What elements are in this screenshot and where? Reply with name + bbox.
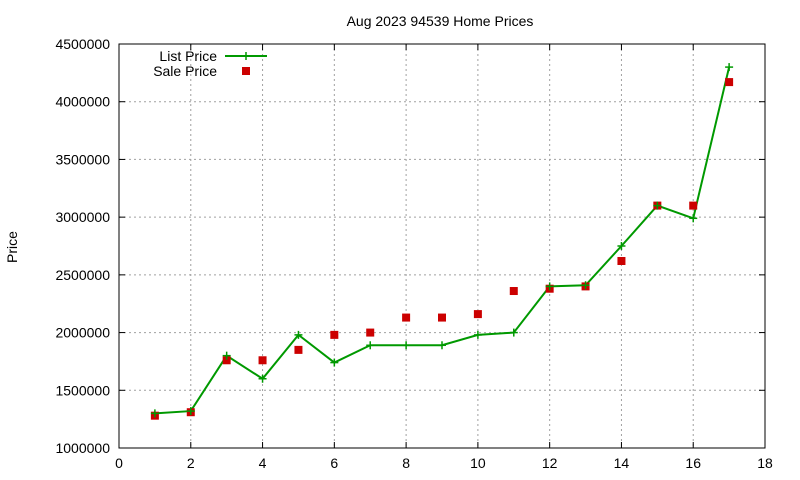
data-series <box>150 63 734 420</box>
sale-price-point <box>258 356 267 365</box>
legend-label-list-price: List Price <box>159 48 217 64</box>
list-price-point <box>330 358 339 367</box>
sale-price-point <box>473 310 482 319</box>
plot-frame <box>118 43 766 449</box>
y-axis-label: Price <box>4 231 20 263</box>
list-price-point <box>222 351 231 360</box>
y-tick-label: 4000000 <box>55 94 110 110</box>
list-price-point <box>402 341 411 350</box>
grid <box>119 44 765 448</box>
sale-price-point <box>294 345 303 354</box>
list-price-point <box>725 63 734 72</box>
x-tick-label: 2 <box>187 455 195 471</box>
y-tick-label: 2000000 <box>55 325 110 341</box>
y-tick-label: 4500000 <box>55 36 110 52</box>
x-tick-label: 8 <box>402 455 410 471</box>
list-price-point <box>653 201 662 210</box>
x-tick-label: 4 <box>259 455 267 471</box>
x-tick-label: 14 <box>614 455 630 471</box>
list-price-point <box>294 330 303 339</box>
list-price-point <box>473 330 482 339</box>
y-tick-label: 3000000 <box>55 209 110 225</box>
list-price-point <box>150 409 159 418</box>
list-price-point <box>258 374 267 383</box>
list-price-point <box>689 214 698 223</box>
sale-price-point <box>402 313 411 322</box>
chart-title: Aug 2023 94539 Home Prices <box>347 13 534 29</box>
legend-marker-list-price <box>242 52 250 60</box>
list-price-point <box>438 341 446 350</box>
sale-price-point <box>725 78 734 87</box>
sale-price-point <box>330 330 339 339</box>
sale-price-point <box>222 356 231 365</box>
x-tick-label: 18 <box>757 455 773 471</box>
legend: List Price Sale Price <box>153 48 267 79</box>
legend-label-sale-price: Sale Price <box>153 63 217 79</box>
sale-price-point <box>366 328 375 337</box>
x-tick-label: 16 <box>685 455 701 471</box>
list-price-point <box>366 341 375 350</box>
list-price-point <box>186 407 195 416</box>
list-price-point <box>545 282 554 291</box>
list-price-point <box>509 328 518 337</box>
y-tick-label: 2500000 <box>55 267 110 283</box>
sale-price-point <box>617 257 626 266</box>
sale-price-point <box>689 201 698 210</box>
y-axis-ticks: 1000000 1500000 2000000 2500000 3000000 35000… <box>55 36 765 456</box>
x-tick-label: 10 <box>470 455 486 471</box>
x-tick-label: 12 <box>542 455 558 471</box>
y-tick-label: 1000000 <box>55 440 110 456</box>
x-tick-label: 6 <box>330 455 338 471</box>
y-tick-label: 3500000 <box>55 151 110 167</box>
legend-marker-sale-price <box>242 67 250 75</box>
list-price-point <box>617 242 626 250</box>
x-tick-label: 0 <box>115 455 123 471</box>
list-price-point <box>581 281 590 290</box>
y-tick-label: 1500000 <box>55 382 110 398</box>
sale-price-point <box>509 287 518 296</box>
list-price-line <box>154 66 731 415</box>
x-axis-ticks: 0 2 4 6 8 10 12 14 16 18 <box>115 44 773 471</box>
sale-price-point <box>438 313 446 322</box>
